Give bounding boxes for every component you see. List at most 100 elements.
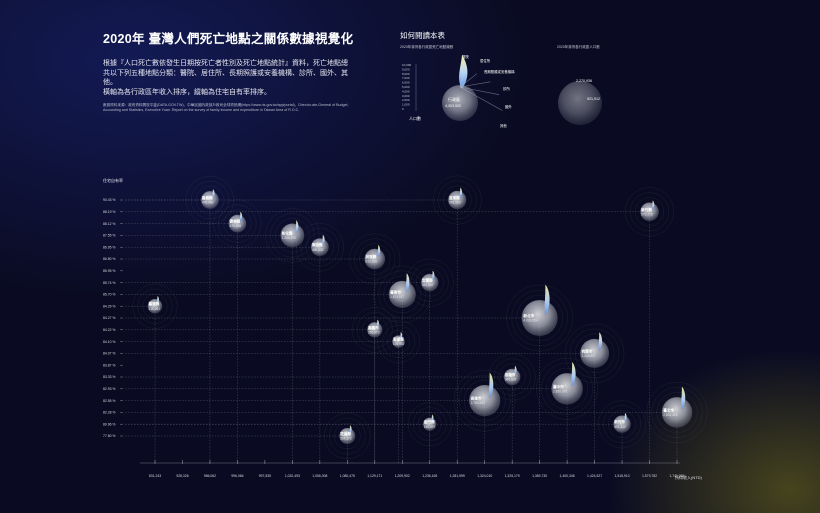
- legend-petal-shape: [459, 55, 468, 89]
- legend-scale-tick: 10,000: [402, 63, 412, 67]
- halo-ring: [329, 417, 366, 455]
- legend-petal-shape: [459, 73, 478, 88]
- halo-ring: [546, 367, 589, 410]
- x-tick-label: 1,056,008: [312, 474, 327, 478]
- point-name: 雲林縣: [229, 219, 240, 224]
- point-name: 桃園市: [582, 348, 593, 353]
- legend-scale-tick: 4,000: [402, 89, 410, 93]
- x-tick-label: 1,400,346: [560, 474, 575, 478]
- halo-ring: [564, 323, 625, 384]
- halo-ring: [410, 263, 449, 302]
- x-tick-label: 1,741,234: [669, 474, 684, 478]
- halo-ring: [265, 208, 320, 263]
- legend-scale: 10,0009,0008,0007,0006,0005,0004,0003,00…: [402, 63, 417, 111]
- population-bubble: [423, 417, 437, 431]
- point-value: 2,820,787: [553, 389, 567, 393]
- point-name: 花蓮縣: [340, 431, 351, 436]
- halo-ring: [218, 204, 257, 243]
- death-petal: [157, 296, 160, 305]
- point-name: 宜蘭縣: [422, 278, 433, 283]
- y-tick-label: 90.43 %: [103, 198, 115, 202]
- point-value: 105,952: [393, 342, 405, 346]
- x-tick-label: 986,062: [204, 474, 216, 478]
- y-tick-label: 80.96 %: [103, 422, 115, 426]
- halo-ring: [373, 265, 432, 324]
- death-petal: [432, 270, 435, 281]
- y-tick-label: 84.10 %: [103, 340, 115, 344]
- source-note: 數據資料來源：政府資料開放平臺(DATA.GOV.TW)、中華民國內政部戶政司全…: [103, 103, 349, 112]
- population-bubble: [367, 322, 383, 338]
- population-bubble: [640, 202, 659, 222]
- halo-ring: [412, 407, 447, 442]
- halo-ring: [305, 233, 334, 262]
- y-tick-label: 84.29 %: [103, 304, 115, 308]
- point-value: 570,775: [641, 212, 653, 216]
- legend-scale-tick: 2,000: [402, 98, 410, 102]
- point-value: 1,266,670: [282, 236, 296, 240]
- legend-scale-tick: 9,000: [402, 67, 410, 71]
- halo-ring: [377, 320, 421, 364]
- death-petal: [681, 386, 686, 411]
- population-bubble: [613, 415, 631, 433]
- halo-ring: [213, 199, 262, 248]
- point-value: 2,602,418: [663, 413, 677, 417]
- x-tick-label: 1,424,527: [587, 474, 602, 478]
- death-petal: [295, 220, 299, 234]
- description-line-1: 根據『人口死亡數依發生日期按死亡者性別及死亡地點統計』資料，死亡地點總共以下列五…: [103, 60, 348, 87]
- population-bubble: [661, 397, 693, 428]
- halo-ring: [359, 243, 391, 275]
- halo-ring: [378, 270, 427, 319]
- halo-ring: [334, 422, 361, 450]
- y-tick-label: 83.87 %: [103, 363, 115, 367]
- death-petal: [514, 365, 517, 375]
- point-name: 臺中市: [553, 384, 564, 389]
- y-tick-label: 85.95 %: [103, 269, 115, 273]
- point-name: 南投縣: [312, 242, 323, 247]
- legend-right-value: 921,912: [587, 97, 600, 101]
- halo-ring: [608, 410, 636, 439]
- legend-left-caption: 2020年臺灣各行政區死亡地點總數: [400, 44, 454, 49]
- y-tick-label: 86.80 %: [103, 257, 115, 261]
- legend-scale-tick: 6,000: [402, 81, 410, 85]
- y-axis-label: 住宅自有率: [103, 177, 123, 183]
- halo-ring: [493, 358, 531, 396]
- legend-title: 如何閱讀本表: [400, 31, 445, 40]
- population-bubble: [551, 373, 583, 405]
- y-tick-label: 87.55 %: [103, 234, 115, 238]
- point-name: 嘉義市: [367, 325, 379, 330]
- halo-ring: [361, 316, 388, 343]
- point-name: 金門縣: [423, 419, 435, 424]
- y-tick-label: 82.55 %: [103, 399, 115, 403]
- legend-petal-label: 其他: [500, 123, 507, 128]
- death-petal: [652, 200, 655, 210]
- population-bubble: [201, 191, 219, 209]
- halo-ring: [432, 175, 482, 225]
- legend-scale-tick: 7,000: [402, 76, 410, 80]
- point-value: 140,597: [424, 425, 436, 429]
- death-petal: [239, 211, 243, 222]
- death-petal: [544, 284, 550, 316]
- halo-ring: [223, 209, 252, 238]
- halo-ring: [574, 333, 615, 374]
